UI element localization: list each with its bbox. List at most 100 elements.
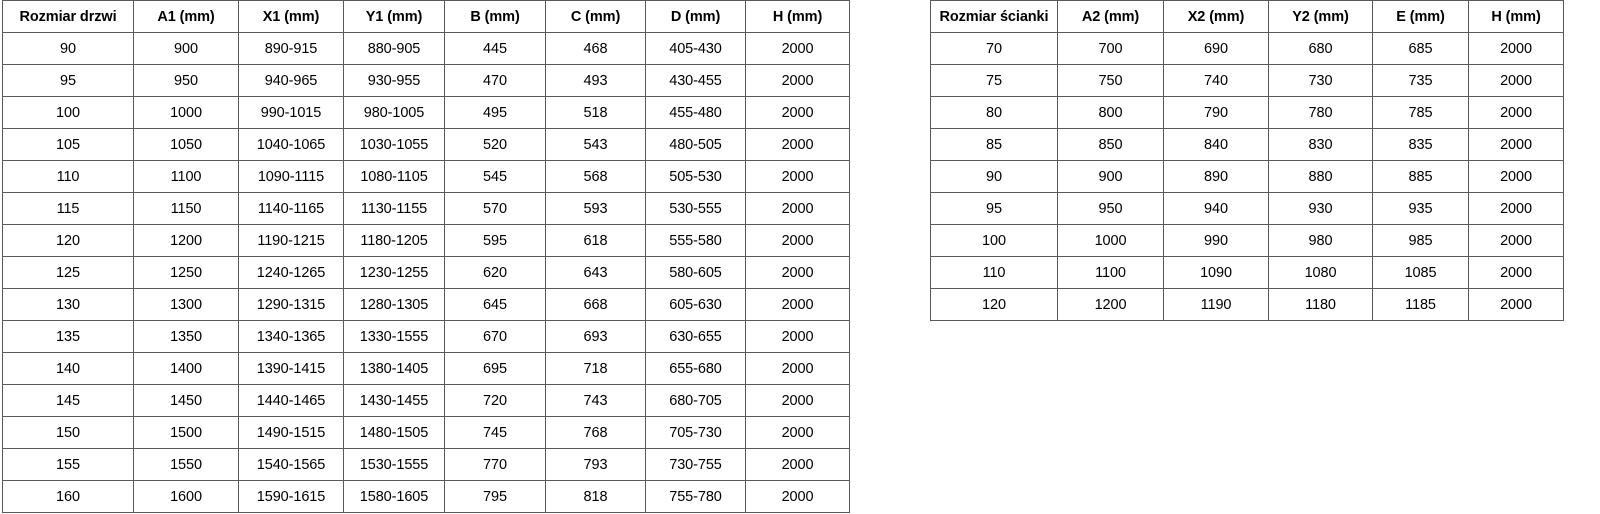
table-cell: 495: [444, 96, 546, 129]
table-cell: 605-630: [645, 288, 746, 321]
table-cell: 793: [545, 448, 646, 481]
table-cell: 800: [1057, 96, 1164, 129]
table-cell: 2000: [745, 480, 850, 513]
table-cell: 2000: [1468, 96, 1564, 129]
table-cell: 940-965: [238, 64, 344, 97]
table-cell: 1350: [133, 320, 239, 353]
table-cell: 2000: [1468, 64, 1564, 97]
column-header-walls-3: Y2 (mm): [1268, 0, 1373, 33]
table-cell: 1080-1105: [343, 160, 445, 193]
table-cell: 2000: [745, 64, 850, 97]
table-cell: 430-455: [645, 64, 746, 97]
table-cell: 750: [1057, 64, 1164, 97]
table-cell: 1390-1415: [238, 352, 344, 385]
table-cell: 768: [545, 416, 646, 449]
table-cell: 1240-1265: [238, 256, 344, 289]
table-cell: 150: [2, 416, 134, 449]
table-cell: 1500: [133, 416, 239, 449]
table-row: 80 800 790 780 785 2000: [930, 96, 1564, 129]
table-cell: 930: [1268, 192, 1373, 225]
table-cell: 880: [1268, 160, 1373, 193]
table-cell: 1100: [1057, 256, 1164, 289]
table-cell: 2000: [1468, 128, 1564, 161]
table-cell: 145: [2, 384, 134, 417]
table-cell: 990-1015: [238, 96, 344, 129]
column-header-doors-1: A1 (mm): [133, 0, 239, 33]
table-cell: 740: [1163, 64, 1269, 97]
table-cell: 85: [930, 128, 1058, 161]
table-row: 130 1300 1290-1315 1280-1305 645 668 605-630 20…: [2, 288, 850, 321]
table-cell: 2000: [1468, 256, 1564, 289]
table-cell: 75: [930, 64, 1058, 97]
table-cell: 2000: [1468, 32, 1564, 65]
table-row: 110 1100 1090-1115 1080-1105 545 568 505-530 20…: [2, 160, 850, 193]
table-cell: 95: [2, 64, 134, 97]
table-cell: 718: [545, 352, 646, 385]
table-cell: 543: [545, 128, 646, 161]
column-header-doors-5: C (mm): [545, 0, 646, 33]
table-cell: 2000: [745, 352, 850, 385]
table-cell: 1190: [1163, 288, 1269, 321]
table-cell: 1540-1565: [238, 448, 344, 481]
table-cell: 850: [1057, 128, 1164, 161]
table-cell: 1530-1555: [343, 448, 445, 481]
table-cell: 743: [545, 384, 646, 417]
table-cell: 80: [930, 96, 1058, 129]
door-dimensions-table-container: Rozmiar drzwi A1 (mm) X1 (mm) Y1 (mm) B (mm)…: [2, 0, 850, 513]
table-cell: 1400: [133, 352, 239, 385]
table-cell: 1185: [1372, 288, 1469, 321]
table-cell: 160: [2, 480, 134, 513]
table-cell: 795: [444, 480, 546, 513]
table-cell: 990: [1163, 224, 1269, 257]
table-cell: 1330-1555: [343, 320, 445, 353]
table-cell: 493: [545, 64, 646, 97]
table-cell: 2000: [745, 128, 850, 161]
table-cell: 730-755: [645, 448, 746, 481]
table-cell: 100: [930, 224, 1058, 257]
table-row: 150 1500 1490-1515 1480-1505 745 768 705-730 20…: [2, 416, 850, 449]
table-cell: 2000: [745, 384, 850, 417]
table-cell: 2000: [1468, 288, 1564, 321]
table-cell: 985: [1372, 224, 1469, 257]
table-cell: 770: [444, 448, 546, 481]
table-cell: 1080: [1268, 256, 1373, 289]
table-cell: 1000: [1057, 224, 1164, 257]
table-cell: 2000: [745, 32, 850, 65]
table-cell: 1200: [133, 224, 239, 257]
table-cell: 935: [1372, 192, 1469, 225]
table-header-row: Rozmiar drzwi A1 (mm) X1 (mm) Y1 (mm) B (mm)…: [2, 0, 850, 33]
table-cell: 155: [2, 448, 134, 481]
table-cell: 1250: [133, 256, 239, 289]
table-cell: 2000: [745, 224, 850, 257]
table-cell: 2000: [745, 448, 850, 481]
table-cell: 900: [1057, 160, 1164, 193]
table-row: 115 1150 1140-1165 1130-1155 570 593 530-555 20…: [2, 192, 850, 225]
door-table-body: 90 900 890-915 880-905 445 468 405-430 2000 95 95…: [2, 32, 850, 513]
table-cell: 530-555: [645, 192, 746, 225]
column-header-walls-1: A2 (mm): [1057, 0, 1164, 33]
table-cell: 1300: [133, 288, 239, 321]
table-cell: 1490-1515: [238, 416, 344, 449]
table-cell: 593: [545, 192, 646, 225]
table-cell: 1140-1165: [238, 192, 344, 225]
table-row: 135 1350 1340-1365 1330-1555 670 693 630-655 20…: [2, 320, 850, 353]
column-header-walls-4: E (mm): [1372, 0, 1469, 33]
column-header-doors-2: X1 (mm): [238, 0, 344, 33]
table-cell: 470: [444, 64, 546, 97]
table-cell: 680: [1268, 32, 1373, 65]
table-cell: 1040-1065: [238, 128, 344, 161]
table-cell: 835: [1372, 128, 1469, 161]
table-cell: 2000: [745, 256, 850, 289]
table-cell: 755-780: [645, 480, 746, 513]
table-cell: 445: [444, 32, 546, 65]
table-cell: 570: [444, 192, 546, 225]
table-cell: 1430-1455: [343, 384, 445, 417]
column-header-doors-0: Rozmiar drzwi: [2, 0, 134, 33]
table-cell: 1130-1155: [343, 192, 445, 225]
table-cell: 455-480: [645, 96, 746, 129]
table-cell: 1200: [1057, 288, 1164, 321]
table-cell: 735: [1372, 64, 1469, 97]
table-row: 100 1000 990 980 985 2000: [930, 224, 1564, 257]
table-cell: 1440-1465: [238, 384, 344, 417]
